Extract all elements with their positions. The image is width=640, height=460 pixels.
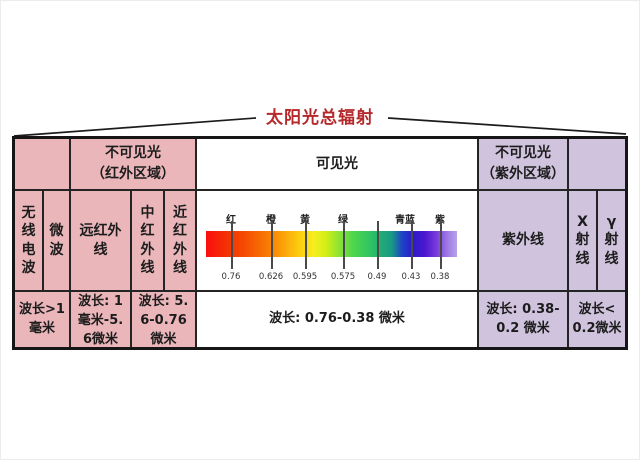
- spectrum-color-label: 黄: [300, 211, 310, 226]
- spectrum-tick: [305, 221, 307, 269]
- spectrum-tick: [231, 221, 233, 269]
- spectrum-table: 不可见光 （红外区域） 可见光 不可见光 （紫外区域） 无线电波 微波 远红外线…: [12, 136, 628, 350]
- wavelength-far-ir: 波长: 1毫米-5.6微米: [71, 292, 132, 347]
- spectrum-tick: [411, 221, 413, 269]
- spectrum-tick-value: 0.575: [330, 272, 356, 282]
- header-visible-label: 可见光: [316, 155, 358, 172]
- wavelength-radio-label: 波长>1毫米: [19, 301, 65, 336]
- wavelength-visible-label: 波长: 0.76-0.38 微米: [269, 311, 405, 327]
- wavelength-xgamma-label: 波长<0.2微米: [572, 301, 622, 336]
- band-microwave: 微波: [44, 191, 71, 292]
- spectrum-tick: [440, 221, 442, 269]
- band-gamma-ray: γ射线: [598, 191, 625, 292]
- spectrum-tick-value: 0.595: [292, 272, 318, 282]
- band-far-infrared: 远红外线: [71, 191, 132, 292]
- wavelength-radio: 波长>1毫米: [15, 292, 71, 347]
- band-near-infrared-label: 近红外线: [173, 204, 187, 276]
- spectrum-tick-value: 0.626: [258, 272, 284, 282]
- wavelength-uv: 波长: 0.38-0.2 微米: [479, 292, 569, 347]
- roof-line-left: [13, 117, 257, 137]
- header-ultraviolet-line1: 不可见光: [495, 145, 551, 161]
- spectrum-color-label: 紫: [435, 211, 445, 226]
- spectrum-tick-value: 0.38: [430, 272, 450, 282]
- spectrum-tick: [271, 221, 273, 269]
- header-empty-left: [15, 139, 71, 191]
- wavelength-mid-near-ir: 波长: 5.6-0.76微米: [132, 292, 197, 347]
- spectrum-tick: [377, 221, 379, 269]
- wavelength-far-ir-label: 波长: 1毫米-5.6微米: [77, 294, 124, 347]
- band-mid-infrared-label: 中红外线: [140, 204, 155, 276]
- wavelength-uv-label: 波长: 0.38-0.2 微米: [486, 301, 560, 336]
- spectrum-color-label: 绿: [338, 211, 348, 226]
- band-microwave-label: 微波: [49, 223, 64, 258]
- spectrum-tick-value: 0.43: [401, 272, 421, 282]
- band-radio-waves-label: 无线电波: [21, 204, 36, 276]
- header-infrared: 不可见光 （红外区域）: [71, 139, 197, 191]
- header-visible: 可见光: [197, 139, 479, 191]
- visible-spectrum: 红 橙 黄 绿 青蓝 紫 0.76 0.626 0.595 0.575 0.49…: [197, 191, 477, 290]
- band-mid-infrared: 中红外线: [132, 191, 165, 292]
- header-infrared-line2: （红外区域）: [91, 166, 175, 182]
- band-ultraviolet-label: 紫外线: [502, 232, 544, 249]
- band-gamma-ray-label: γ射线: [604, 213, 619, 267]
- header-infrared-line1: 不可见光: [105, 145, 161, 161]
- header-empty-right: [569, 139, 625, 191]
- header-ultraviolet: 不可见光 （紫外区域）: [479, 139, 569, 191]
- band-xray-label: X射线: [575, 213, 590, 267]
- spectrum-tick-value: 0.76: [221, 272, 241, 282]
- band-xray: X射线: [569, 191, 598, 292]
- spectrum-color-label: 红: [226, 211, 236, 226]
- roof-line-right: [387, 117, 627, 135]
- spectrum-color-label: 青蓝: [395, 215, 415, 226]
- spectrum-cell: 红 橙 黄 绿 青蓝 紫 0.76 0.626 0.595 0.575 0.49…: [197, 191, 479, 292]
- band-far-infrared-label: 远红外线: [79, 223, 122, 258]
- spectrum-color-label: 橙: [266, 211, 276, 226]
- spectrum-tick: [343, 221, 345, 269]
- spectrum-bar: [206, 231, 457, 257]
- wavelength-mid-near-ir-label: 波长: 5.6-0.76微米: [138, 294, 189, 347]
- band-ultraviolet: 紫外线: [479, 191, 569, 292]
- diagram-title: 太阳光总辐射: [266, 108, 374, 128]
- header-ultraviolet-line2: （紫外区域）: [481, 166, 565, 182]
- wavelength-xgamma: 波长<0.2微米: [569, 292, 625, 347]
- band-near-infrared: 近红外线: [165, 191, 197, 292]
- wavelength-visible: 波长: 0.76-0.38 微米: [197, 292, 479, 347]
- band-radio-waves: 无线电波: [15, 191, 44, 292]
- spectrum-tick-value: 0.49: [367, 272, 387, 282]
